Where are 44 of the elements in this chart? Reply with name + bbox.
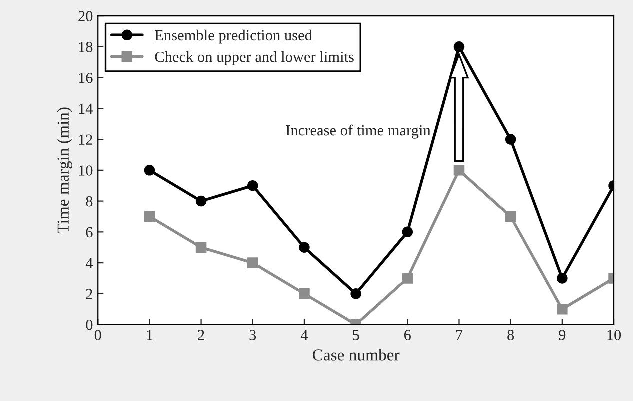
point bbox=[402, 273, 414, 284]
y-axis-title: Time margin (min) bbox=[57, 108, 72, 234]
legend-label: Check on upper and lower limits bbox=[155, 51, 354, 66]
y-tick-label: 12 bbox=[79, 134, 92, 145]
point bbox=[196, 242, 207, 253]
point bbox=[248, 180, 258, 192]
point bbox=[144, 211, 156, 222]
x-tick-label: 2 bbox=[198, 330, 204, 340]
y-tick-label: 16 bbox=[79, 72, 93, 84]
x-tick-label: 0 bbox=[94, 330, 102, 340]
point bbox=[505, 211, 516, 222]
x-tick-label: 6 bbox=[404, 330, 412, 340]
x-tick-label: 7 bbox=[456, 330, 463, 340]
y-tick-label: 4 bbox=[86, 258, 94, 268]
point bbox=[557, 304, 568, 315]
point bbox=[144, 165, 156, 176]
point bbox=[350, 288, 362, 300]
y-tick-label: 10 bbox=[79, 166, 93, 176]
x-tick-label: 9 bbox=[559, 330, 566, 340]
x-tick-label: 1 bbox=[147, 330, 153, 340]
point bbox=[196, 196, 207, 207]
point bbox=[299, 242, 310, 253]
point bbox=[248, 258, 258, 268]
point bbox=[402, 226, 414, 238]
x-tick-label: 3 bbox=[250, 330, 256, 340]
y-tick-label: 14 bbox=[79, 104, 94, 114]
point bbox=[557, 273, 568, 284]
x-tick-label: 8 bbox=[508, 330, 514, 340]
point bbox=[505, 134, 516, 145]
y-tick-label: 6 bbox=[86, 227, 93, 238]
y-tick-label: 8 bbox=[86, 196, 93, 207]
annotation: Increase of time margin bbox=[286, 124, 431, 139]
y-tick-label: 0 bbox=[86, 320, 93, 330]
x-axis-title: Case number bbox=[313, 349, 400, 361]
legend-label: Ensemble prediction used bbox=[155, 30, 312, 44]
point bbox=[454, 165, 465, 176]
point bbox=[454, 42, 465, 52]
y-tick-label: 20 bbox=[78, 11, 93, 22]
y-tick-label: 2 bbox=[86, 289, 92, 300]
x-tick-label: 10 bbox=[608, 330, 622, 340]
x-tick-label: 5 bbox=[353, 330, 360, 340]
x-tick-label: 4 bbox=[300, 330, 308, 340]
y-tick-label: 18 bbox=[79, 42, 93, 52]
point bbox=[299, 288, 310, 300]
